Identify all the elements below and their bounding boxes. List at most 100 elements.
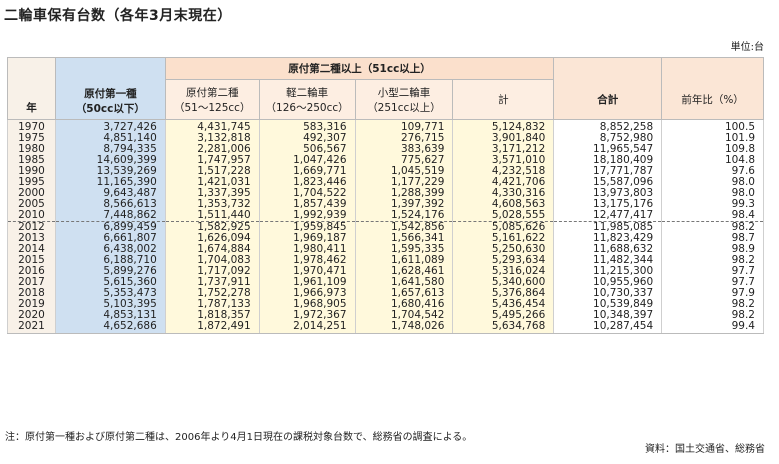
cell-small: 1,045,519 xyxy=(354,166,454,177)
cell-ratio: 97.9 xyxy=(661,288,764,299)
cell-gen2: 1,818,357 xyxy=(164,310,260,321)
cell-total: 11,482,344 xyxy=(553,255,663,266)
header-sum: 計 xyxy=(452,79,555,120)
cell-total: 12,477,417 xyxy=(553,210,663,222)
cell-small: 1,657,613 xyxy=(354,288,454,299)
cell-small: 1,177,229 xyxy=(354,177,454,188)
cell-ratio: 98.7 xyxy=(661,233,764,244)
table-row: 2016 5,899,276 1,717,092 1,970,471 1,628,461… xyxy=(7,266,764,277)
cell-gen2: 1,674,884 xyxy=(164,244,260,255)
cell-small: 109,771 xyxy=(354,119,454,133)
table-row: 2000 9,643,487 1,337,395 1,704,522 1,288,399… xyxy=(7,188,764,199)
cell-gen2: 1,511,440 xyxy=(164,210,260,222)
header-gen1-line1: 原付第一種 xyxy=(84,88,137,100)
table-row: 2020 4,853,131 1,818,357 1,972,367 1,704,542… xyxy=(7,310,764,321)
cell-gen2: 1,737,911 xyxy=(164,277,260,288)
cell-total: 18,180,409 xyxy=(553,155,663,166)
cell-total: 10,539,849 xyxy=(553,299,663,310)
footnote: 注：原付第一種および原付第二種は、2006年より4月1日現在の課税対象台数で、総… xyxy=(5,432,473,443)
cell-total: 11,688,632 xyxy=(553,244,663,255)
table-row: 2014 6,438,002 1,674,884 1,980,411 1,595,335… xyxy=(7,244,764,255)
header-group-label: 原付第二種以上（51cc以上） xyxy=(288,63,431,75)
motorcycle-ownership-table: 年 原付第一種 （50cc以下） 原付第二種以上（51cc以上） 合計 前年比（… xyxy=(7,57,764,334)
table-row: 2005 8,566,613 1,353,732 1,857,439 1,397,392… xyxy=(7,199,764,210)
cell-total: 10,348,397 xyxy=(553,310,663,321)
table-row: 1980 8,794,335 2,281,006 506,567 383,639 3,17… xyxy=(7,144,764,155)
cell-gen2: 1,626,094 xyxy=(164,233,260,244)
cell-year: 2021 xyxy=(7,321,56,334)
cell-ratio: 99.3 xyxy=(661,199,764,210)
cell-kei: 2,014,251 xyxy=(258,321,356,334)
cell-small: 1,748,026 xyxy=(354,321,454,334)
cell-year: 2010 xyxy=(7,210,56,222)
header-gen1: 原付第一種 （50cc以下） xyxy=(54,57,166,120)
cell-ratio: 98.2 xyxy=(661,255,764,266)
cell-total: 8,852,258 xyxy=(553,119,663,133)
cell-ratio: 98.4 xyxy=(661,210,764,222)
cell-kei: 1,992,939 xyxy=(258,210,356,222)
cell-small: 1,566,341 xyxy=(354,233,454,244)
cell-ratio: 98.2 xyxy=(661,299,764,310)
cell-small: 1,611,089 xyxy=(354,255,454,266)
cell-ratio: 109.8 xyxy=(661,144,764,155)
header-kei-line1: 軽二輪車 xyxy=(286,86,329,99)
cell-small: 1,680,416 xyxy=(354,299,454,310)
header-small-line2: （251cc以上） xyxy=(367,101,441,114)
cell-small: 1,542,856 xyxy=(354,221,454,233)
cell-total: 17,771,787 xyxy=(553,166,663,177)
cell-small: 1,397,392 xyxy=(354,199,454,210)
cell-sum: 5,028,555 xyxy=(452,210,555,222)
cell-gen2: 1,337,395 xyxy=(164,188,260,199)
cell-year: 1970 xyxy=(7,119,56,133)
cell-gen2: 2,281,006 xyxy=(164,144,260,155)
cell-ratio: 98.9 xyxy=(661,244,764,255)
cell-ratio: 98.0 xyxy=(661,188,764,199)
cell-ratio: 100.5 xyxy=(661,119,764,133)
unit-label: 単位:台 xyxy=(730,42,764,53)
cell-total: 11,823,429 xyxy=(553,233,663,244)
cell-gen1: 4,652,686 xyxy=(54,321,166,334)
table-row: 1995 11,165,390 1,421,031 1,823,446 1,177,22… xyxy=(7,177,764,188)
cell-total: 15,587,096 xyxy=(553,177,663,188)
cell-ratio: 99.4 xyxy=(661,321,764,334)
cell-total: 13,175,176 xyxy=(553,199,663,210)
cell-total: 11,965,547 xyxy=(553,144,663,155)
table-body: 1970 3,727,426 4,431,745 583,316 109,771 5,12… xyxy=(7,119,764,334)
cell-gen2: 4,431,745 xyxy=(164,119,260,133)
cell-ratio: 104.8 xyxy=(661,155,764,166)
header-total: 合計 xyxy=(553,57,663,120)
cell-kei: 583,316 xyxy=(258,119,356,133)
header-gen2: 原付第二種 （51～125cc） xyxy=(164,79,260,120)
header-year-label: 年 xyxy=(26,102,37,114)
cell-total: 10,287,454 xyxy=(553,321,663,334)
cell-total: 13,973,803 xyxy=(553,188,663,199)
cell-gen2: 1,752,278 xyxy=(164,288,260,299)
cell-gen2: 1,517,228 xyxy=(164,166,260,177)
cell-ratio: 98.2 xyxy=(661,310,764,321)
table-row: 1985 14,609,399 1,747,957 1,047,426 775,627 3… xyxy=(7,155,764,166)
cell-sum: 5,124,832 xyxy=(452,119,555,133)
cell-gen2: 1,704,083 xyxy=(164,255,260,266)
table-row: 2019 5,103,395 1,787,133 1,968,905 1,680,416… xyxy=(7,299,764,310)
cell-small: 1,628,461 xyxy=(354,266,454,277)
cell-gen2: 1,717,092 xyxy=(164,266,260,277)
header-gen2-line1: 原付第二種 xyxy=(185,86,239,99)
cell-gen2: 1,421,031 xyxy=(164,177,260,188)
cell-gen2: 1,787,133 xyxy=(164,299,260,310)
cell-total: 11,215,300 xyxy=(553,266,663,277)
cell-gen1: 7,448,862 xyxy=(54,210,166,222)
header-gen2-line2: （51～125cc） xyxy=(174,101,251,114)
cell-gen1: 3,727,426 xyxy=(54,119,166,133)
header-year: 年 xyxy=(7,57,56,120)
cell-gen2: 1,872,491 xyxy=(164,321,260,334)
header-ratio-label: 前年比（%） xyxy=(681,94,744,106)
table-row: 1990 13,539,269 1,517,228 1,669,771 1,045,51… xyxy=(7,166,764,177)
cell-gen2: 3,132,818 xyxy=(164,133,260,144)
table-row: 2015 6,188,710 1,704,083 1,978,462 1,611,089… xyxy=(7,255,764,266)
table-row: 2018 5,353,473 1,752,278 1,966,973 1,657,613… xyxy=(7,288,764,299)
cell-total: 10,730,337 xyxy=(553,288,663,299)
cell-gen2: 1,353,732 xyxy=(164,199,260,210)
table-row: 2017 5,615,360 1,737,911 1,961,109 1,641,580… xyxy=(7,277,764,288)
header-sum-label: 計 xyxy=(498,94,509,106)
page-title: 二輪車保有台数（各年3月末現在） xyxy=(4,8,232,24)
